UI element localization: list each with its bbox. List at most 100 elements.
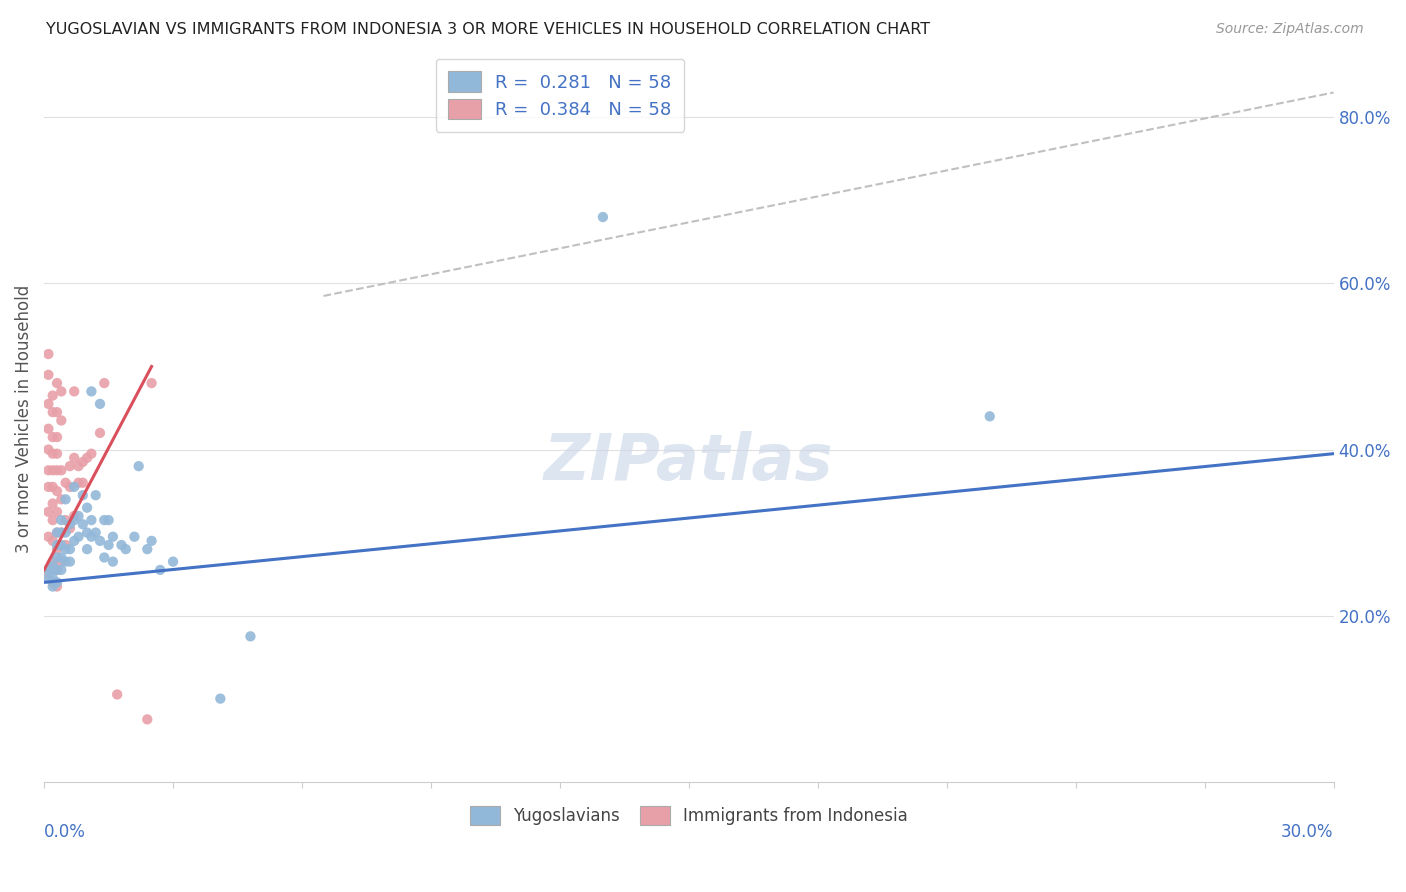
Point	[46, 505, 69, 519]
Point	[55, 538, 77, 552]
Point	[124, 530, 146, 544]
Point	[149, 563, 172, 577]
Point	[67, 475, 90, 490]
Point	[41, 571, 63, 585]
Point	[89, 425, 111, 440]
Point	[51, 463, 73, 477]
Point	[37, 567, 59, 582]
Point	[101, 555, 124, 569]
Legend: Yugoslavians, Immigrants from Indonesia: Yugoslavians, Immigrants from Indonesia	[460, 796, 918, 835]
Point	[46, 550, 69, 565]
Point	[67, 459, 90, 474]
Point	[63, 480, 86, 494]
Text: YUGOSLAVIAN VS IMMIGRANTS FROM INDONESIA 3 OR MORE VEHICLES IN HOUSEHOLD CORRELA: YUGOSLAVIAN VS IMMIGRANTS FROM INDONESIA…	[46, 22, 931, 37]
Point	[51, 538, 73, 552]
Point	[46, 405, 69, 419]
Point	[51, 384, 73, 399]
Point	[72, 475, 94, 490]
Point	[76, 500, 98, 515]
Point	[41, 563, 63, 577]
Point	[46, 542, 69, 557]
Point	[141, 376, 163, 390]
Point	[979, 409, 1001, 424]
Point	[41, 558, 63, 573]
Point	[89, 533, 111, 548]
Point	[37, 563, 59, 577]
Point	[93, 376, 115, 390]
Point	[41, 580, 63, 594]
Point	[59, 555, 82, 569]
Point	[41, 513, 63, 527]
Point	[41, 533, 63, 548]
Point	[67, 530, 90, 544]
Point	[51, 413, 73, 427]
Point	[41, 388, 63, 402]
Point	[55, 542, 77, 557]
Point	[110, 538, 132, 552]
Point	[55, 525, 77, 540]
Point	[239, 629, 262, 643]
Point	[55, 513, 77, 527]
Point	[72, 455, 94, 469]
Point	[37, 505, 59, 519]
Point	[97, 513, 120, 527]
Point	[80, 513, 103, 527]
Point	[41, 555, 63, 569]
Point	[63, 533, 86, 548]
Point	[89, 397, 111, 411]
Point	[46, 525, 69, 540]
Point	[46, 447, 69, 461]
Y-axis label: 3 or more Vehicles in Household: 3 or more Vehicles in Household	[15, 285, 32, 552]
Point	[80, 530, 103, 544]
Point	[46, 575, 69, 590]
Point	[80, 447, 103, 461]
Point	[72, 517, 94, 532]
Point	[63, 450, 86, 465]
Point	[41, 430, 63, 444]
Point	[141, 533, 163, 548]
Point	[84, 488, 107, 502]
Point	[59, 517, 82, 532]
Point	[46, 563, 69, 577]
Point	[97, 538, 120, 552]
Text: 0.0%: 0.0%	[44, 823, 86, 841]
Point	[59, 521, 82, 535]
Point	[37, 571, 59, 585]
Point	[76, 542, 98, 557]
Point	[136, 542, 159, 557]
Point	[41, 575, 63, 590]
Point	[93, 513, 115, 527]
Point	[128, 459, 150, 474]
Point	[46, 538, 69, 552]
Point	[37, 347, 59, 361]
Point	[84, 525, 107, 540]
Point	[63, 508, 86, 523]
Point	[76, 525, 98, 540]
Point	[55, 492, 77, 507]
Point	[592, 210, 614, 224]
Point	[37, 480, 59, 494]
Point	[59, 542, 82, 557]
Point	[63, 513, 86, 527]
Point	[41, 496, 63, 510]
Point	[55, 475, 77, 490]
Point	[51, 550, 73, 565]
Point	[46, 484, 69, 499]
Point	[93, 550, 115, 565]
Point	[41, 463, 63, 477]
Point	[37, 422, 59, 436]
Point	[114, 542, 136, 557]
Point	[55, 555, 77, 569]
Point	[46, 580, 69, 594]
Point	[162, 555, 184, 569]
Point	[51, 525, 73, 540]
Point	[41, 480, 63, 494]
Point	[46, 376, 69, 390]
Point	[46, 563, 69, 577]
Point	[46, 525, 69, 540]
Point	[51, 525, 73, 540]
Point	[51, 513, 73, 527]
Point	[209, 691, 232, 706]
Point	[80, 384, 103, 399]
Point	[63, 384, 86, 399]
